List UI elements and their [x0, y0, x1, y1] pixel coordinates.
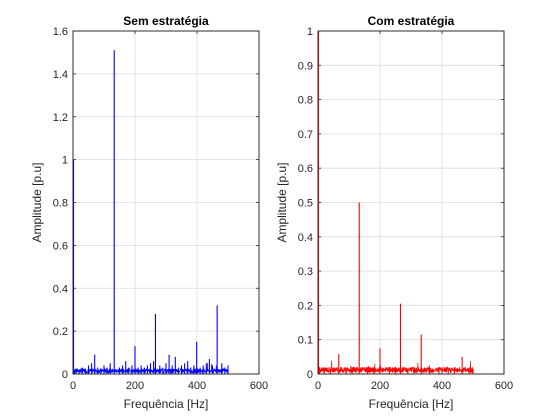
- plot-border: [72, 30, 260, 375]
- y-tick-label: 0.8: [53, 198, 68, 210]
- y-tick-label: 0.4: [298, 232, 313, 244]
- y-tick-label: 1.4: [53, 69, 68, 81]
- y-axis-label: Amplitude [p.u]: [30, 162, 44, 242]
- chart-title: Sem estratégia: [123, 14, 209, 28]
- x-tick-label: 200: [126, 380, 144, 392]
- x-tick-label: 0: [315, 380, 321, 392]
- y-tick-label: 0.5: [298, 198, 313, 210]
- y-tick-label: 0.6: [53, 240, 68, 252]
- y-tick-label: 0.8: [298, 95, 313, 107]
- y-tick-label: 1.6: [53, 26, 68, 38]
- y-tick-label: 1.2: [53, 112, 68, 124]
- x-tick-label: 200: [371, 380, 389, 392]
- plot-border: [317, 30, 505, 375]
- y-tick-label: 0.6: [298, 163, 313, 175]
- chart-sem-estrategia: 0 200 400 600 0 0.2 0.4 0.6 0.8 1 1.2 1.4 1.6 Sem est…: [30, 14, 268, 411]
- x-tick-label: 400: [188, 380, 206, 392]
- y-tick-label: 0: [62, 369, 68, 381]
- x-axis-label: Frequência [Hz]: [369, 397, 454, 411]
- chart-com-estrategia: 0 200 400 600 0 0.1 0.2 0.3 0.4 0.5 0.6 0.7 0.8 0.9 1 C…: [275, 14, 513, 411]
- y-tick-label: 0.9: [298, 60, 313, 72]
- x-tick-label: 400: [433, 380, 451, 392]
- x-tick-label: 0: [70, 380, 76, 392]
- x-tick-label: 600: [495, 380, 513, 392]
- x-axis-label: Frequência [Hz]: [124, 397, 209, 411]
- y-tick-label: 0.7: [298, 129, 313, 141]
- y-tick-label: 0: [307, 369, 313, 381]
- y-tick-label: 1: [62, 155, 68, 167]
- y-tick-label: 0.2: [298, 300, 313, 312]
- y-tick-label: 0.2: [53, 326, 68, 338]
- y-tick-label: 0.1: [298, 335, 313, 347]
- y-tick-label: 0.3: [298, 266, 313, 278]
- chart-title: Com estratégia: [368, 14, 455, 28]
- x-tick-label: 600: [250, 380, 268, 392]
- y-tick-label: 0.4: [53, 283, 68, 295]
- y-tick-label: 1: [307, 26, 313, 38]
- y-axis-label: Amplitude [p.u]: [275, 162, 289, 242]
